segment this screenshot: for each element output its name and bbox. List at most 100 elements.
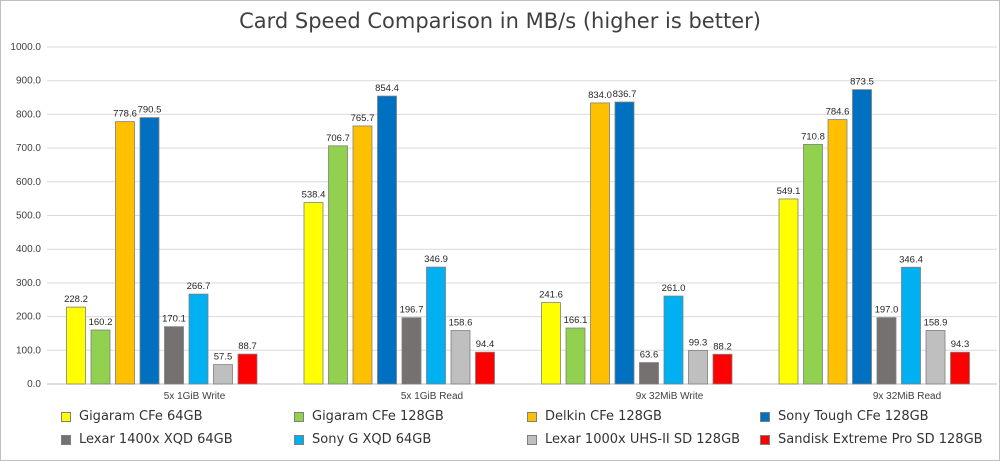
bar — [328, 145, 348, 385]
bar — [565, 327, 586, 385]
data-label: 854.4 — [375, 83, 399, 94]
bar — [778, 198, 799, 385]
bar — [115, 121, 135, 385]
y-tick-label: 400.0 — [16, 244, 41, 255]
data-label: 710.8 — [801, 131, 825, 142]
bar — [377, 95, 397, 385]
bar — [303, 202, 324, 385]
data-label: 160.2 — [89, 317, 113, 328]
bar — [90, 329, 111, 385]
data-label: 261.0 — [662, 283, 686, 294]
x-tick-label: 5x 1GiB Read — [401, 391, 463, 402]
data-label: 88.2 — [713, 341, 732, 352]
y-tick-label: 1000.0 — [10, 42, 41, 53]
bar — [401, 317, 422, 385]
legend-item: Gigaram CFe 64GB — [61, 409, 203, 424]
bar — [237, 353, 258, 385]
bar — [614, 101, 635, 385]
y-tick-label: 500.0 — [16, 211, 41, 222]
data-label: 538.4 — [302, 190, 326, 201]
legend-swatch — [760, 411, 770, 422]
chart-title: Card Speed Comparison in MB/s (higher is… — [239, 9, 761, 33]
data-label: 834.0 — [588, 90, 612, 101]
data-label: 94.3 — [951, 339, 970, 350]
data-label: 57.5 — [214, 352, 233, 363]
y-tick-label: 700.0 — [16, 143, 41, 154]
y-tick-label: 600.0 — [16, 177, 41, 188]
data-label: 196.7 — [400, 305, 424, 316]
legend-item: Gigaram CFe 128GB — [294, 409, 444, 424]
data-label: 706.7 — [326, 133, 350, 144]
bar — [426, 266, 446, 385]
legend-item: Lexar 1400x XQD 64GB — [61, 432, 233, 447]
bar — [925, 330, 946, 385]
data-label: 197.0 — [875, 305, 899, 316]
bar — [827, 119, 848, 385]
bar — [450, 330, 471, 385]
legend-item: Delkin CFe 128GB — [527, 409, 662, 424]
legend-label: Sandisk Extreme Pro SD 128GB — [778, 432, 983, 447]
bar — [901, 266, 921, 385]
x-tick-label: 9x 32MiB Read — [873, 391, 941, 402]
bar — [139, 117, 160, 385]
x-tick-label: 9x 32MiB Write — [636, 391, 704, 402]
x-tick-label: 5x 1GiB Write — [164, 391, 226, 402]
data-label: 765.7 — [351, 113, 375, 124]
legend-label: Lexar 1000x UHS-II SD 128GB — [545, 432, 741, 447]
data-label: 88.7 — [238, 341, 257, 352]
y-tick-label: 800.0 — [16, 109, 41, 120]
bar — [663, 295, 684, 385]
legend-item: Sony Tough CFe 128GB — [760, 409, 929, 424]
data-label: 346.4 — [899, 254, 923, 265]
bar — [164, 326, 184, 385]
legend-label: Lexar 1400x XQD 64GB — [79, 432, 233, 447]
bar — [352, 125, 373, 385]
legend-swatch — [527, 411, 537, 422]
data-label: 170.1 — [162, 314, 186, 325]
bar — [590, 102, 610, 385]
data-label: 778.6 — [113, 109, 137, 120]
data-label: 266.7 — [187, 281, 211, 292]
legend-label: Sony G XQD 64GB — [312, 432, 432, 447]
bar — [876, 317, 897, 385]
bar — [803, 144, 823, 385]
data-label: 836.7 — [613, 89, 637, 100]
legend-swatch — [61, 411, 71, 422]
bar — [541, 302, 561, 385]
y-tick-label: 300.0 — [16, 278, 41, 289]
y-tick-label: 100.0 — [16, 345, 41, 356]
data-label: 790.5 — [138, 105, 162, 116]
legend-swatch — [294, 411, 304, 422]
bar — [188, 293, 209, 385]
data-label: 158.6 — [449, 318, 473, 329]
legend-label: Delkin CFe 128GB — [545, 409, 662, 424]
legend-swatch — [760, 434, 770, 445]
data-label: 549.1 — [777, 186, 801, 197]
data-label: 241.6 — [539, 290, 563, 301]
data-label: 166.1 — [564, 315, 588, 326]
bar — [712, 353, 733, 385]
legend-label: Gigaram CFe 128GB — [312, 409, 444, 424]
data-label: 784.6 — [826, 107, 850, 118]
bar — [475, 351, 495, 385]
bar — [688, 350, 708, 385]
legend-label: Gigaram CFe 64GB — [79, 409, 203, 424]
legend-swatch — [294, 434, 304, 445]
legend-swatch — [61, 434, 71, 445]
bar — [639, 362, 659, 385]
y-tick-label: 900.0 — [16, 76, 41, 87]
legend-label: Sony Tough CFe 128GB — [778, 409, 929, 424]
legend-item: Sony G XQD 64GB — [294, 432, 431, 447]
bar — [852, 89, 872, 385]
bar — [950, 351, 970, 385]
legend-item: Sandisk Extreme Pro SD 128GB — [760, 432, 983, 447]
bar — [213, 364, 233, 385]
legend-item: Lexar 1000x UHS-II SD 128GB — [527, 432, 740, 447]
data-label: 158.9 — [924, 317, 948, 328]
bar — [66, 306, 86, 385]
y-tick-label: 0.0 — [27, 379, 41, 390]
legend-swatch — [527, 434, 537, 445]
data-label: 346.9 — [424, 254, 448, 265]
